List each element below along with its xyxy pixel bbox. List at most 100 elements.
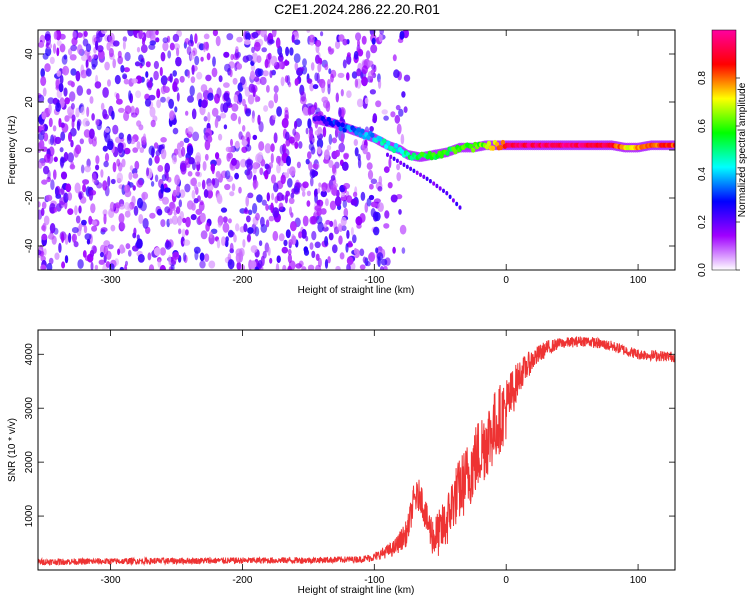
colorbar-tick-label: 0.8 bbox=[697, 71, 708, 85]
heatmap-noise-cell bbox=[121, 158, 126, 168]
heatmap-noise-cell bbox=[153, 247, 161, 256]
heatmap-noise-cell bbox=[292, 128, 297, 136]
heatmap-noise-cell bbox=[225, 236, 229, 243]
heatmap-noise-cell bbox=[221, 236, 226, 247]
heatmap-noise-cell bbox=[153, 60, 159, 70]
heatmap-noise-cell bbox=[208, 260, 216, 269]
heatmap-noise-cell bbox=[69, 164, 76, 170]
heatmap-noise-cell bbox=[331, 187, 338, 197]
heatmap-noise-cell bbox=[169, 110, 175, 121]
heatmap-noise-cell bbox=[244, 39, 251, 45]
heatmap-noise-cell bbox=[270, 153, 274, 164]
heatmap-noise-cell bbox=[356, 98, 364, 108]
heatmap-noise-cell bbox=[200, 84, 208, 93]
heatmap-noise-cell bbox=[343, 207, 349, 218]
heatmap-noise-cell bbox=[104, 127, 110, 133]
heatmap-noise-cell bbox=[294, 120, 298, 130]
heatmap-noise-cell bbox=[134, 160, 140, 170]
heatmap-noise-cell bbox=[346, 90, 352, 98]
heatmap-noise-cell bbox=[251, 52, 259, 63]
heatmap-noise-cell bbox=[111, 110, 115, 120]
heatmap-noise-cell bbox=[321, 186, 327, 192]
heatmap-noise-cell bbox=[51, 235, 57, 245]
heatmap-noise-cell bbox=[346, 229, 350, 239]
heatmap-noise-cell bbox=[128, 249, 132, 257]
heatmap-noise-cell bbox=[281, 246, 288, 254]
heatmap-ridge-cell bbox=[356, 127, 361, 133]
heatmap-noise-cell bbox=[178, 228, 182, 235]
heatmap-noise-cell bbox=[148, 264, 155, 270]
heatmap-noise-cell bbox=[378, 175, 383, 185]
heatmap-noise-cell bbox=[288, 260, 296, 270]
heatmap-noise-cell bbox=[163, 86, 170, 93]
heatmap-ridge-cell bbox=[370, 132, 375, 138]
heatmap-noise-cell bbox=[272, 207, 280, 218]
heatmap-noise-cell bbox=[320, 31, 324, 37]
heatmap-ridge-cells bbox=[312, 113, 675, 210]
heatmap-noise-cell bbox=[114, 202, 121, 209]
heatmap-noise-cell bbox=[136, 46, 141, 53]
heatmap-noise-cell bbox=[281, 194, 285, 201]
heatmap-noise-cell bbox=[266, 85, 270, 93]
heatmap-noise-cell bbox=[174, 106, 178, 113]
heatmap-noise-cell bbox=[243, 223, 248, 233]
heatmap-noise-cell bbox=[281, 117, 289, 129]
heatmap-noise-cell bbox=[280, 174, 286, 185]
heatmap-noise-cell bbox=[167, 50, 172, 59]
x-tick-label: 0 bbox=[503, 275, 509, 286]
heatmap-noise-cell bbox=[293, 39, 301, 45]
heatmap-noise-cell bbox=[136, 238, 143, 249]
colorbar-ticks: 0.0 0.2 0.4 0.6 0.8 bbox=[697, 71, 740, 277]
heatmap-noise-cell bbox=[109, 201, 115, 212]
snr-series-line bbox=[38, 336, 675, 567]
snr-frame bbox=[37, 329, 676, 571]
heatmap-noise-cell bbox=[141, 39, 146, 46]
heatmap-noise-cell bbox=[325, 198, 329, 207]
heatmap-noise-cell bbox=[330, 69, 337, 79]
heatmap-noise-cell bbox=[74, 205, 78, 216]
heatmap-noise-cell bbox=[82, 118, 90, 127]
heatmap-noise-cell bbox=[322, 226, 329, 232]
x-tick-label: -100 bbox=[364, 275, 384, 286]
heatmap-noise-cell bbox=[75, 215, 81, 224]
heatmap-noise-cell bbox=[123, 147, 131, 155]
heatmap-noise-cell bbox=[311, 250, 316, 259]
heatmap-noise-cell bbox=[126, 133, 132, 145]
heatmap-noise-cell bbox=[340, 133, 345, 144]
heatmap-noise-cell bbox=[172, 251, 180, 260]
heatmap-noise-cell bbox=[303, 249, 310, 256]
heatmap-noise-cell bbox=[320, 190, 327, 198]
heatmap-noise-cell bbox=[134, 61, 141, 67]
heatmap-noise-cell bbox=[248, 83, 255, 93]
heatmap-noise-cell bbox=[329, 200, 337, 211]
heatmap-noise-cell bbox=[314, 188, 319, 197]
heatmap-noise-cell bbox=[112, 58, 116, 69]
heatmap-noise-cell bbox=[257, 259, 263, 269]
heatmap-noise-cell bbox=[178, 199, 182, 208]
heatmap-noise-cell bbox=[86, 88, 92, 95]
heatmap-noise-cell bbox=[267, 246, 271, 256]
heatmap-noise-cell bbox=[200, 230, 208, 240]
x-tick-label: 100 bbox=[630, 275, 647, 286]
heatmap-noise-cell bbox=[145, 30, 152, 39]
heatmap-noise-cell bbox=[307, 105, 312, 116]
heatmap-noise-cell bbox=[181, 146, 186, 157]
heatmap-noise-cell bbox=[207, 111, 211, 123]
heatmap-noise-cell bbox=[370, 208, 376, 218]
heatmap-noise-cell bbox=[401, 91, 406, 98]
heatmap-noise-cell bbox=[227, 152, 233, 159]
heatmap-noise-cell bbox=[160, 96, 166, 103]
heatmap-noise-cell bbox=[256, 194, 263, 203]
heatmap-noise-cell bbox=[317, 187, 321, 194]
heatmap-secondary-cell bbox=[435, 183, 439, 189]
heatmap-noise-cell bbox=[191, 189, 196, 200]
heatmap-noise-cell bbox=[280, 160, 284, 167]
heatmap-noise-cell bbox=[307, 151, 312, 160]
heatmap-noise-cell bbox=[361, 76, 368, 87]
heatmap-noise-cell bbox=[43, 215, 50, 226]
heatmap-noise-cell bbox=[260, 216, 265, 227]
heatmap-noise-cell bbox=[60, 160, 64, 169]
heatmap-noise-cell bbox=[378, 78, 382, 89]
heatmap-noise-cell bbox=[335, 265, 341, 270]
